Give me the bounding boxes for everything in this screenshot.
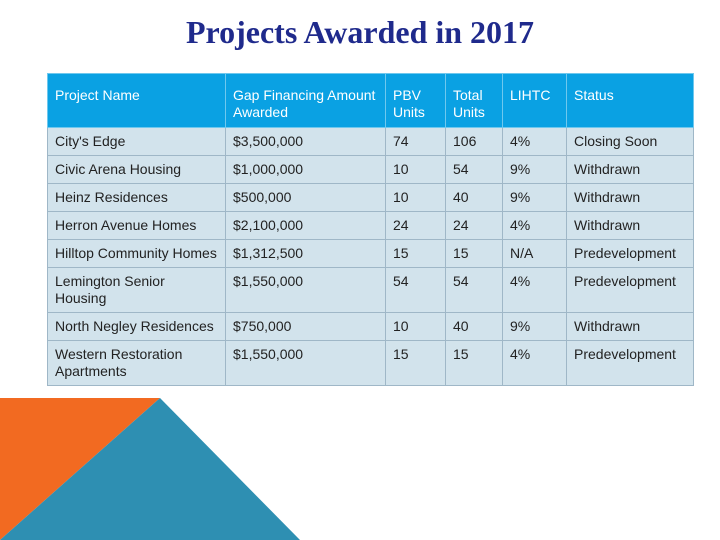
cell-pbv-units: 10 bbox=[385, 183, 446, 212]
cell-pbv-units: 10 bbox=[385, 155, 446, 184]
cell-total-units: 40 bbox=[445, 312, 503, 341]
cell-total-units: 40 bbox=[445, 183, 503, 212]
cell-gap-financing: $2,100,000 bbox=[225, 211, 386, 240]
cell-total-units: 106 bbox=[445, 127, 503, 156]
cell-status: Withdrawn bbox=[566, 155, 694, 184]
cell-project-name: Herron Avenue Homes bbox=[47, 211, 226, 240]
cell-gap-financing: $1,000,000 bbox=[225, 155, 386, 184]
cell-pbv-units: 10 bbox=[385, 312, 446, 341]
table-row: City's Edge $3,500,000 74 106 4% Closing… bbox=[47, 127, 694, 156]
cell-gap-financing: $1,550,000 bbox=[225, 267, 386, 313]
slide-title: Projects Awarded in 2017 bbox=[185, 14, 535, 50]
cell-status: Withdrawn bbox=[566, 312, 694, 341]
cell-lihtc: 9% bbox=[502, 183, 567, 212]
column-header-status: Status bbox=[566, 73, 694, 128]
cell-lihtc: 4% bbox=[502, 267, 567, 313]
cell-project-name: Hilltop Community Homes bbox=[47, 239, 226, 268]
cell-gap-financing: $1,550,000 bbox=[225, 340, 386, 386]
table-row: Heinz Residences $500,000 10 40 9% Withd… bbox=[47, 183, 694, 212]
cell-project-name: North Negley Residences bbox=[47, 312, 226, 341]
cell-status: Predevelopment bbox=[566, 239, 694, 268]
cell-status: Withdrawn bbox=[566, 183, 694, 212]
cell-pbv-units: 74 bbox=[385, 127, 446, 156]
decorative-footer-shapes bbox=[0, 398, 300, 540]
table-header-row: Project Name Gap Financing Amount Awarde… bbox=[47, 73, 694, 128]
cell-gap-financing: $3,500,000 bbox=[225, 127, 386, 156]
cell-status: Predevelopment bbox=[566, 267, 694, 313]
cell-total-units: 54 bbox=[445, 155, 503, 184]
table-row: Herron Avenue Homes $2,100,000 24 24 4% … bbox=[47, 211, 694, 240]
cell-project-name: Heinz Residences bbox=[47, 183, 226, 212]
cell-gap-financing: $500,000 bbox=[225, 183, 386, 212]
cell-gap-financing: $750,000 bbox=[225, 312, 386, 341]
cell-lihtc: N/A bbox=[502, 239, 567, 268]
cell-lihtc: 9% bbox=[502, 155, 567, 184]
column-header-project-name: Project Name bbox=[47, 73, 226, 128]
cell-lihtc: 4% bbox=[502, 340, 567, 386]
projects-table: Project Name Gap Financing Amount Awarde… bbox=[47, 73, 694, 386]
teal-triangle-shape bbox=[0, 398, 300, 540]
table-row: Civic Arena Housing $1,000,000 10 54 9% … bbox=[47, 155, 694, 184]
column-header-lihtc: LIHTC bbox=[502, 73, 567, 128]
cell-gap-financing: $1,312,500 bbox=[225, 239, 386, 268]
cell-project-name: Western Restoration Apartments bbox=[47, 340, 226, 386]
cell-total-units: 15 bbox=[445, 239, 503, 268]
table-row: North Negley Residences $750,000 10 40 9… bbox=[47, 312, 694, 341]
cell-lihtc: 4% bbox=[502, 211, 567, 240]
cell-total-units: 54 bbox=[445, 267, 503, 313]
cell-status: Closing Soon bbox=[566, 127, 694, 156]
cell-project-name: Civic Arena Housing bbox=[47, 155, 226, 184]
cell-project-name: Lemington Senior Housing bbox=[47, 267, 226, 313]
table-row: Hilltop Community Homes $1,312,500 15 15… bbox=[47, 239, 694, 268]
cell-total-units: 24 bbox=[445, 211, 503, 240]
table-row: Lemington Senior Housing $1,550,000 54 5… bbox=[47, 267, 694, 313]
cell-pbv-units: 54 bbox=[385, 267, 446, 313]
table-row: Western Restoration Apartments $1,550,00… bbox=[47, 340, 694, 386]
column-header-total-units: Total Units bbox=[445, 73, 503, 128]
column-header-gap-financing: Gap Financing Amount Awarded bbox=[225, 73, 386, 128]
column-header-pbv-units: PBV Units bbox=[385, 73, 446, 128]
cell-status: Predevelopment bbox=[566, 340, 694, 386]
cell-status: Withdrawn bbox=[566, 211, 694, 240]
cell-project-name: City's Edge bbox=[47, 127, 226, 156]
cell-pbv-units: 15 bbox=[385, 340, 446, 386]
cell-pbv-units: 15 bbox=[385, 239, 446, 268]
cell-lihtc: 9% bbox=[502, 312, 567, 341]
cell-total-units: 15 bbox=[445, 340, 503, 386]
cell-pbv-units: 24 bbox=[385, 211, 446, 240]
cell-lihtc: 4% bbox=[502, 127, 567, 156]
